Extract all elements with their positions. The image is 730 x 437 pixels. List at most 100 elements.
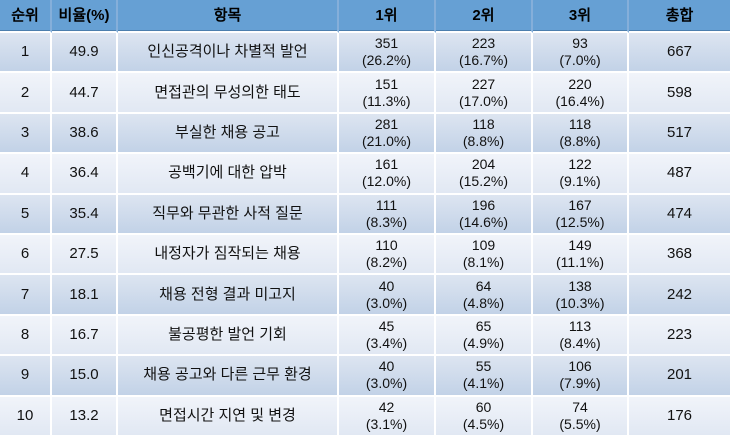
rank-cell: 9 bbox=[0, 356, 52, 397]
rank-cell: 2 bbox=[0, 73, 52, 114]
total-cell: 368 bbox=[629, 235, 730, 276]
count: 40 bbox=[378, 277, 395, 294]
percent: (14.6%) bbox=[458, 213, 509, 230]
first-place-cell: 351 (26.2%) bbox=[339, 33, 436, 74]
count: 60 bbox=[475, 398, 492, 415]
count: 149 bbox=[568, 237, 592, 254]
percent: (11.3%) bbox=[362, 92, 411, 109]
ratio-cell: 38.6 bbox=[52, 113, 118, 155]
percent: (7.0%) bbox=[559, 52, 601, 69]
count: 106 bbox=[568, 358, 592, 375]
count: 42 bbox=[378, 398, 395, 415]
percent: (3.1%) bbox=[365, 415, 408, 432]
percent: (16.4%) bbox=[555, 92, 605, 109]
percent: (7.9%) bbox=[559, 375, 601, 392]
total-cell: 598 bbox=[629, 73, 730, 114]
rank-cell: 6 bbox=[0, 235, 52, 276]
third-place-cell: 138 (10.3%) bbox=[533, 275, 629, 316]
count: 223 bbox=[471, 35, 496, 52]
total-cell: 667 bbox=[629, 33, 730, 74]
percent: (16.7%) bbox=[458, 52, 509, 69]
ratio-cell: 13.2 bbox=[52, 396, 118, 437]
third-place-cell: 118 (8.8%) bbox=[533, 113, 629, 155]
first-place-cell: 151 (11.3%) bbox=[339, 73, 436, 114]
total-cell: 474 bbox=[629, 194, 730, 235]
percent: (4.8%) bbox=[462, 294, 505, 311]
item-cell: 불공평한 발언 기회 bbox=[118, 315, 339, 357]
percent: (8.3%) bbox=[365, 213, 408, 230]
rank-cell: 3 bbox=[0, 113, 52, 155]
count: 64 bbox=[475, 277, 492, 294]
ratio-cell: 36.4 bbox=[52, 154, 118, 195]
count: 138 bbox=[568, 277, 592, 294]
col-header-first: 1위 bbox=[339, 0, 436, 33]
percent: (26.2%) bbox=[361, 52, 412, 69]
count: 65 bbox=[475, 317, 492, 334]
percent: (21.0%) bbox=[361, 132, 412, 149]
percent: (10.3%) bbox=[555, 294, 605, 311]
percent: (9.1%) bbox=[559, 173, 601, 190]
item-cell: 부실한 채용 공고 bbox=[118, 113, 339, 155]
third-place-cell: 106 (7.9%) bbox=[533, 356, 629, 397]
total-cell: 201 bbox=[629, 356, 730, 397]
percent: (8.8%) bbox=[462, 132, 505, 149]
percent: (8.1%) bbox=[462, 254, 505, 271]
count: 40 bbox=[378, 358, 395, 375]
count: 161 bbox=[374, 156, 399, 173]
third-place-cell: 167 (12.5%) bbox=[533, 194, 629, 235]
percent: (3.0%) bbox=[365, 294, 408, 311]
percent: (12.0%) bbox=[361, 173, 412, 190]
count: 151 bbox=[374, 75, 399, 92]
count: 351 bbox=[374, 35, 399, 52]
percent: (8.4%) bbox=[559, 334, 601, 351]
item-cell: 내정자가 짐작되는 채용 bbox=[118, 235, 339, 276]
second-place-cell: 109 (8.1%) bbox=[436, 235, 533, 276]
rank-cell: 10 bbox=[0, 396, 52, 437]
item-cell: 면접관의 무성의한 태도 bbox=[118, 73, 339, 114]
second-place-cell: 64 (4.8%) bbox=[436, 275, 533, 316]
percent: (5.5%) bbox=[559, 415, 601, 432]
rank-cell: 4 bbox=[0, 154, 52, 195]
first-place-cell: 40 (3.0%) bbox=[339, 356, 436, 397]
first-place-cell: 40 (3.0%) bbox=[339, 275, 436, 316]
ratio-cell: 35.4 bbox=[52, 194, 118, 235]
count: 109 bbox=[471, 237, 496, 254]
total-cell: 176 bbox=[629, 396, 730, 437]
count: 118 bbox=[568, 115, 592, 132]
col-header-rank: 순위 bbox=[0, 0, 52, 33]
count: 113 bbox=[568, 317, 592, 334]
third-place-cell: 113 (8.4%) bbox=[533, 315, 629, 357]
col-header-third: 3위 bbox=[533, 0, 629, 33]
second-place-cell: 223 (16.7%) bbox=[436, 33, 533, 74]
percent: (15.2%) bbox=[458, 173, 509, 190]
col-header-item: 항목 bbox=[118, 0, 339, 33]
second-place-cell: 55 (4.1%) bbox=[436, 356, 533, 397]
item-cell: 면접시간 지연 및 변경 bbox=[118, 396, 339, 437]
count: 110 bbox=[375, 237, 398, 254]
item-cell: 공백기에 대한 압박 bbox=[118, 154, 339, 195]
second-place-cell: 227 (17.0%) bbox=[436, 73, 533, 114]
ratio-cell: 44.7 bbox=[52, 73, 118, 114]
percent: (4.9%) bbox=[462, 334, 505, 351]
count: 227 bbox=[471, 75, 496, 92]
third-place-cell: 149 (11.1%) bbox=[533, 235, 629, 276]
ratio-cell: 15.0 bbox=[52, 356, 118, 397]
total-cell: 223 bbox=[629, 315, 730, 357]
third-place-cell: 93 (7.0%) bbox=[533, 33, 629, 74]
first-place-cell: 42 (3.1%) bbox=[339, 396, 436, 437]
rank-cell: 1 bbox=[0, 33, 52, 74]
ratio-cell: 27.5 bbox=[52, 235, 118, 276]
count: 111 bbox=[375, 196, 398, 213]
percent: (3.0%) bbox=[365, 375, 408, 392]
count: 122 bbox=[568, 156, 592, 173]
col-header-total: 총합 bbox=[629, 0, 730, 33]
ratio-cell: 16.7 bbox=[52, 315, 118, 357]
third-place-cell: 122 (9.1%) bbox=[533, 154, 629, 195]
count: 220 bbox=[568, 75, 592, 92]
second-place-cell: 196 (14.6%) bbox=[436, 194, 533, 235]
total-cell: 487 bbox=[629, 154, 730, 195]
first-place-cell: 161 (12.0%) bbox=[339, 154, 436, 195]
rank-cell: 7 bbox=[0, 275, 52, 316]
percent: (17.0%) bbox=[458, 92, 509, 109]
